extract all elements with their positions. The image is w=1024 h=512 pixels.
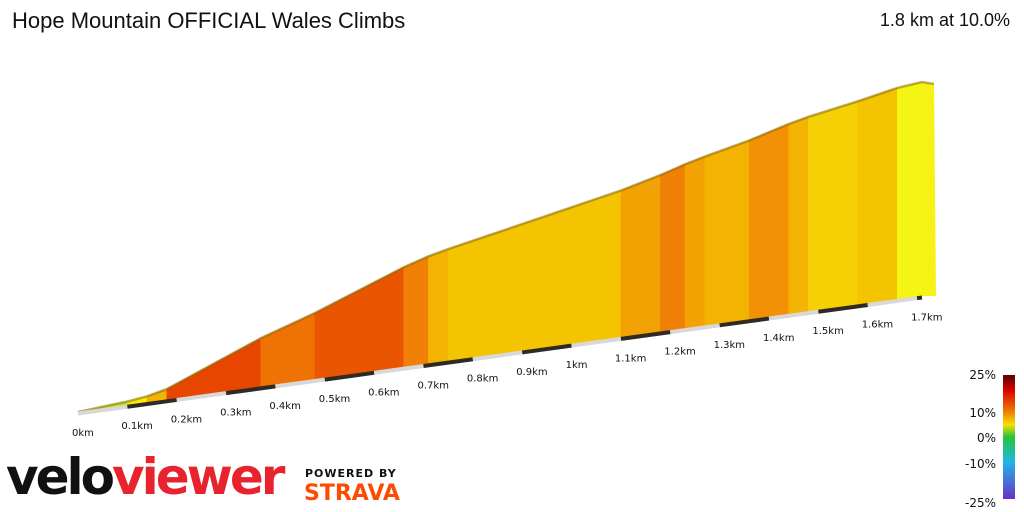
profile-segment	[857, 87, 898, 306]
x-tick-label: 1.6km	[862, 320, 893, 331]
chart-title: Hope Mountain OFFICIAL Wales Climbs	[12, 8, 406, 33]
axis-segment	[818, 302, 868, 314]
x-tick-label: 0.9km	[516, 367, 547, 378]
profile-segment	[660, 163, 686, 333]
x-tick-label: 0.4km	[269, 401, 300, 412]
powered-by-label: POWERED BY	[305, 467, 397, 480]
profile-top-edge	[77, 80, 935, 414]
distance-axis	[77, 295, 923, 416]
x-tick-label: 0.1km	[121, 421, 152, 432]
axis-segment	[225, 384, 276, 396]
profile-segment	[897, 81, 923, 300]
profile-segment	[620, 174, 661, 338]
profile-segment	[788, 116, 809, 315]
x-tick-label: 1km	[566, 360, 588, 371]
profile-segment	[531, 190, 622, 350]
gradient-scale-label: 10%	[969, 406, 996, 420]
x-tick-label: 1.5km	[812, 326, 843, 337]
x-tick-label: 0.6km	[368, 387, 399, 398]
axis-segment	[768, 309, 819, 321]
axis-segment	[127, 397, 177, 409]
axis-segment	[275, 377, 326, 389]
x-tick-label: 1.1km	[615, 353, 646, 364]
x-tick-label: 1.4km	[763, 333, 794, 344]
gradient-scale-labels: 25% 10% 0% -10% -25%	[965, 368, 996, 510]
axis-segment	[571, 336, 622, 348]
axis-segment	[324, 370, 375, 382]
gradient-scale-label: 25%	[969, 368, 996, 382]
axis-segment	[521, 343, 572, 355]
x-tick-label: 0.3km	[220, 408, 251, 419]
x-tick-label: 1.3km	[714, 340, 745, 351]
x-tick-label: 0km	[72, 428, 94, 439]
profile-segment	[704, 139, 750, 327]
axis-segment	[670, 323, 720, 335]
x-tick-label: 0.2km	[171, 414, 202, 425]
axis-segment	[373, 364, 424, 375]
profile-segment	[447, 220, 533, 362]
profile-segment	[314, 266, 405, 380]
x-tick-label: 0.8km	[467, 374, 498, 385]
x-tick-label: 0.7km	[418, 381, 449, 392]
x-tick-label: 1.7km	[911, 313, 942, 324]
x-tick-label: 1.2km	[664, 347, 695, 358]
distance-tick-labels: 0km 0.1km 0.2km 0.3km 0.4km 0.5km 0.6km 0.7km 0.…	[72, 313, 943, 439]
profile-segment	[260, 312, 316, 388]
climb-summary: 1.8 km at 10.0%	[879, 10, 1010, 30]
profile-segment	[428, 248, 449, 365]
profile-segment	[748, 123, 790, 321]
axis-segment	[423, 357, 474, 368]
gradient-scale-label: -10%	[965, 457, 996, 471]
x-tick-label: 0.5km	[319, 394, 350, 405]
axis-segment	[176, 391, 227, 402]
axis-segment	[77, 404, 128, 416]
gradient-scale-label: 0%	[977, 431, 996, 445]
veloviewer-logo: veloviewer	[6, 452, 285, 502]
logo-viewer-text: viewer	[112, 448, 285, 506]
axis-segment	[472, 350, 523, 362]
profile-segment	[403, 255, 429, 368]
axis-segment	[620, 330, 671, 341]
axis-segment	[916, 295, 923, 301]
profile-segment	[808, 100, 859, 312]
logo-velo-text: velo	[6, 448, 115, 506]
profile-segment	[684, 156, 706, 329]
gradient-scale-bar	[1003, 375, 1015, 499]
axis-segment	[867, 296, 918, 307]
profile-end-face	[922, 82, 936, 296]
strava-logo: STRAVA	[304, 481, 400, 506]
gradient-scale-label: -25%	[965, 496, 996, 510]
axis-segment	[719, 316, 770, 328]
profile-segments	[77, 81, 936, 413]
